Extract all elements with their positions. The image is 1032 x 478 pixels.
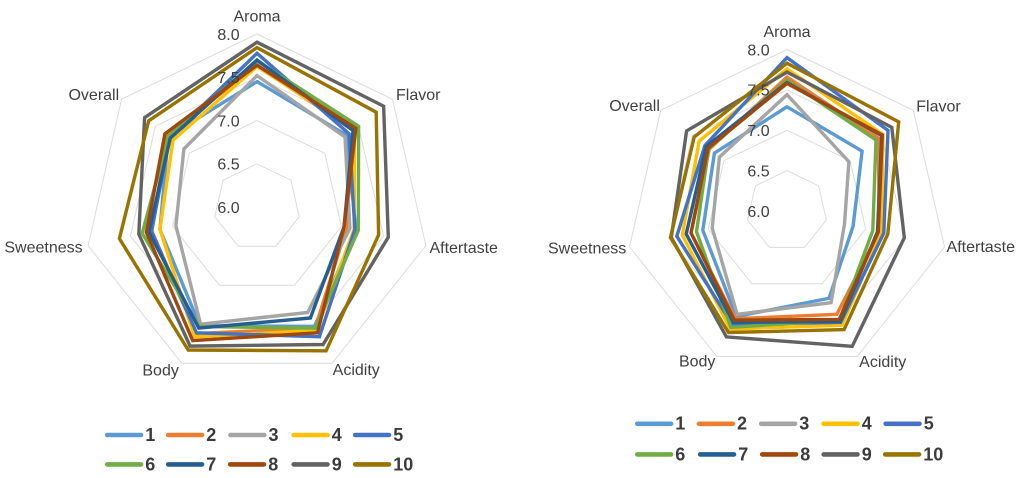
svg-text:Flavor: Flavor xyxy=(916,98,961,115)
svg-text:8.0: 8.0 xyxy=(217,27,239,44)
svg-text:Sweetness: Sweetness xyxy=(4,240,82,257)
svg-text:Acidity: Acidity xyxy=(333,362,380,379)
svg-text:7.5: 7.5 xyxy=(747,83,769,100)
svg-text:9: 9 xyxy=(862,444,872,464)
svg-text:3: 3 xyxy=(269,425,279,445)
svg-text:2: 2 xyxy=(737,414,747,434)
svg-text:8: 8 xyxy=(268,454,278,474)
svg-text:Sweetness: Sweetness xyxy=(548,240,626,257)
svg-text:Body: Body xyxy=(142,363,178,380)
svg-text:6.5: 6.5 xyxy=(217,157,239,174)
svg-text:5: 5 xyxy=(393,425,403,445)
svg-text:4: 4 xyxy=(332,425,342,445)
svg-text:9: 9 xyxy=(332,454,342,474)
svg-text:7: 7 xyxy=(206,454,216,474)
svg-text:7.0: 7.0 xyxy=(217,113,239,130)
svg-text:10: 10 xyxy=(923,444,943,464)
svg-text:Overall: Overall xyxy=(609,98,660,115)
svg-text:6: 6 xyxy=(145,454,155,474)
svg-text:1: 1 xyxy=(675,414,685,434)
svg-text:6.5: 6.5 xyxy=(747,163,769,180)
svg-text:4: 4 xyxy=(862,414,872,434)
svg-text:Aroma: Aroma xyxy=(763,24,810,41)
svg-text:1: 1 xyxy=(145,425,155,445)
svg-text:8.0: 8.0 xyxy=(747,42,769,59)
svg-text:5: 5 xyxy=(924,414,934,434)
svg-text:Aftertaste: Aftertaste xyxy=(429,240,498,257)
svg-text:3: 3 xyxy=(799,414,809,434)
svg-text:Body: Body xyxy=(679,354,715,371)
svg-text:Acidity: Acidity xyxy=(859,354,906,371)
svg-text:6.0: 6.0 xyxy=(747,204,769,221)
svg-text:8: 8 xyxy=(800,444,810,464)
svg-text:Aroma: Aroma xyxy=(233,9,280,26)
svg-text:2: 2 xyxy=(206,425,216,445)
svg-text:7.0: 7.0 xyxy=(747,123,769,140)
svg-text:7: 7 xyxy=(738,444,748,464)
svg-text:10: 10 xyxy=(393,454,413,474)
svg-text:Flavor: Flavor xyxy=(396,87,441,104)
svg-text:6: 6 xyxy=(675,444,685,464)
svg-text:6.0: 6.0 xyxy=(217,200,239,217)
svg-text:Overall: Overall xyxy=(68,87,119,104)
svg-text:7.5: 7.5 xyxy=(217,70,239,87)
svg-text:Aftertaste: Aftertaste xyxy=(947,239,1016,256)
